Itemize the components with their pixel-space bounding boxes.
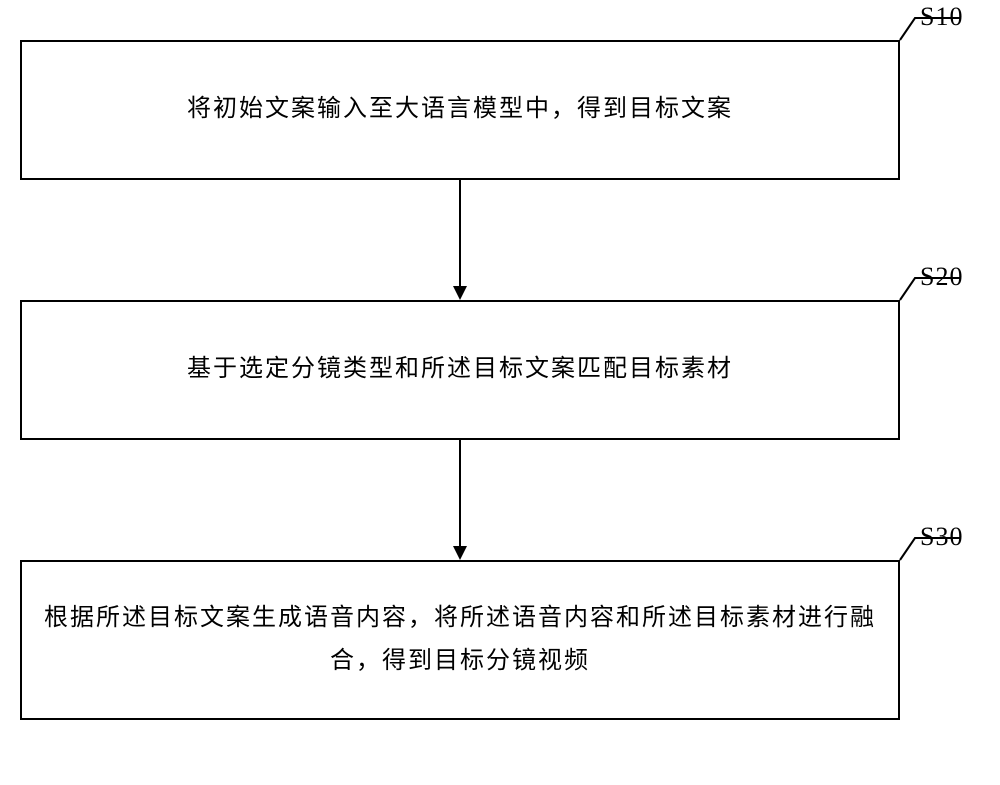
step-text-s30: 根据所述目标文案生成语音内容，将所述语音内容和所述目标素材进行融合，得到目标分镜… xyxy=(42,597,878,683)
leader-line-s30 xyxy=(0,520,1000,580)
flowchart-container: 将初始文案输入至大语言模型中，得到目标文案 S10 基于选定分镜类型和所述目标文… xyxy=(0,0,1000,785)
step-box-s30: 根据所述目标文案生成语音内容，将所述语音内容和所述目标素材进行融合，得到目标分镜… xyxy=(20,560,900,720)
step-label-s30: S30 xyxy=(920,522,963,552)
